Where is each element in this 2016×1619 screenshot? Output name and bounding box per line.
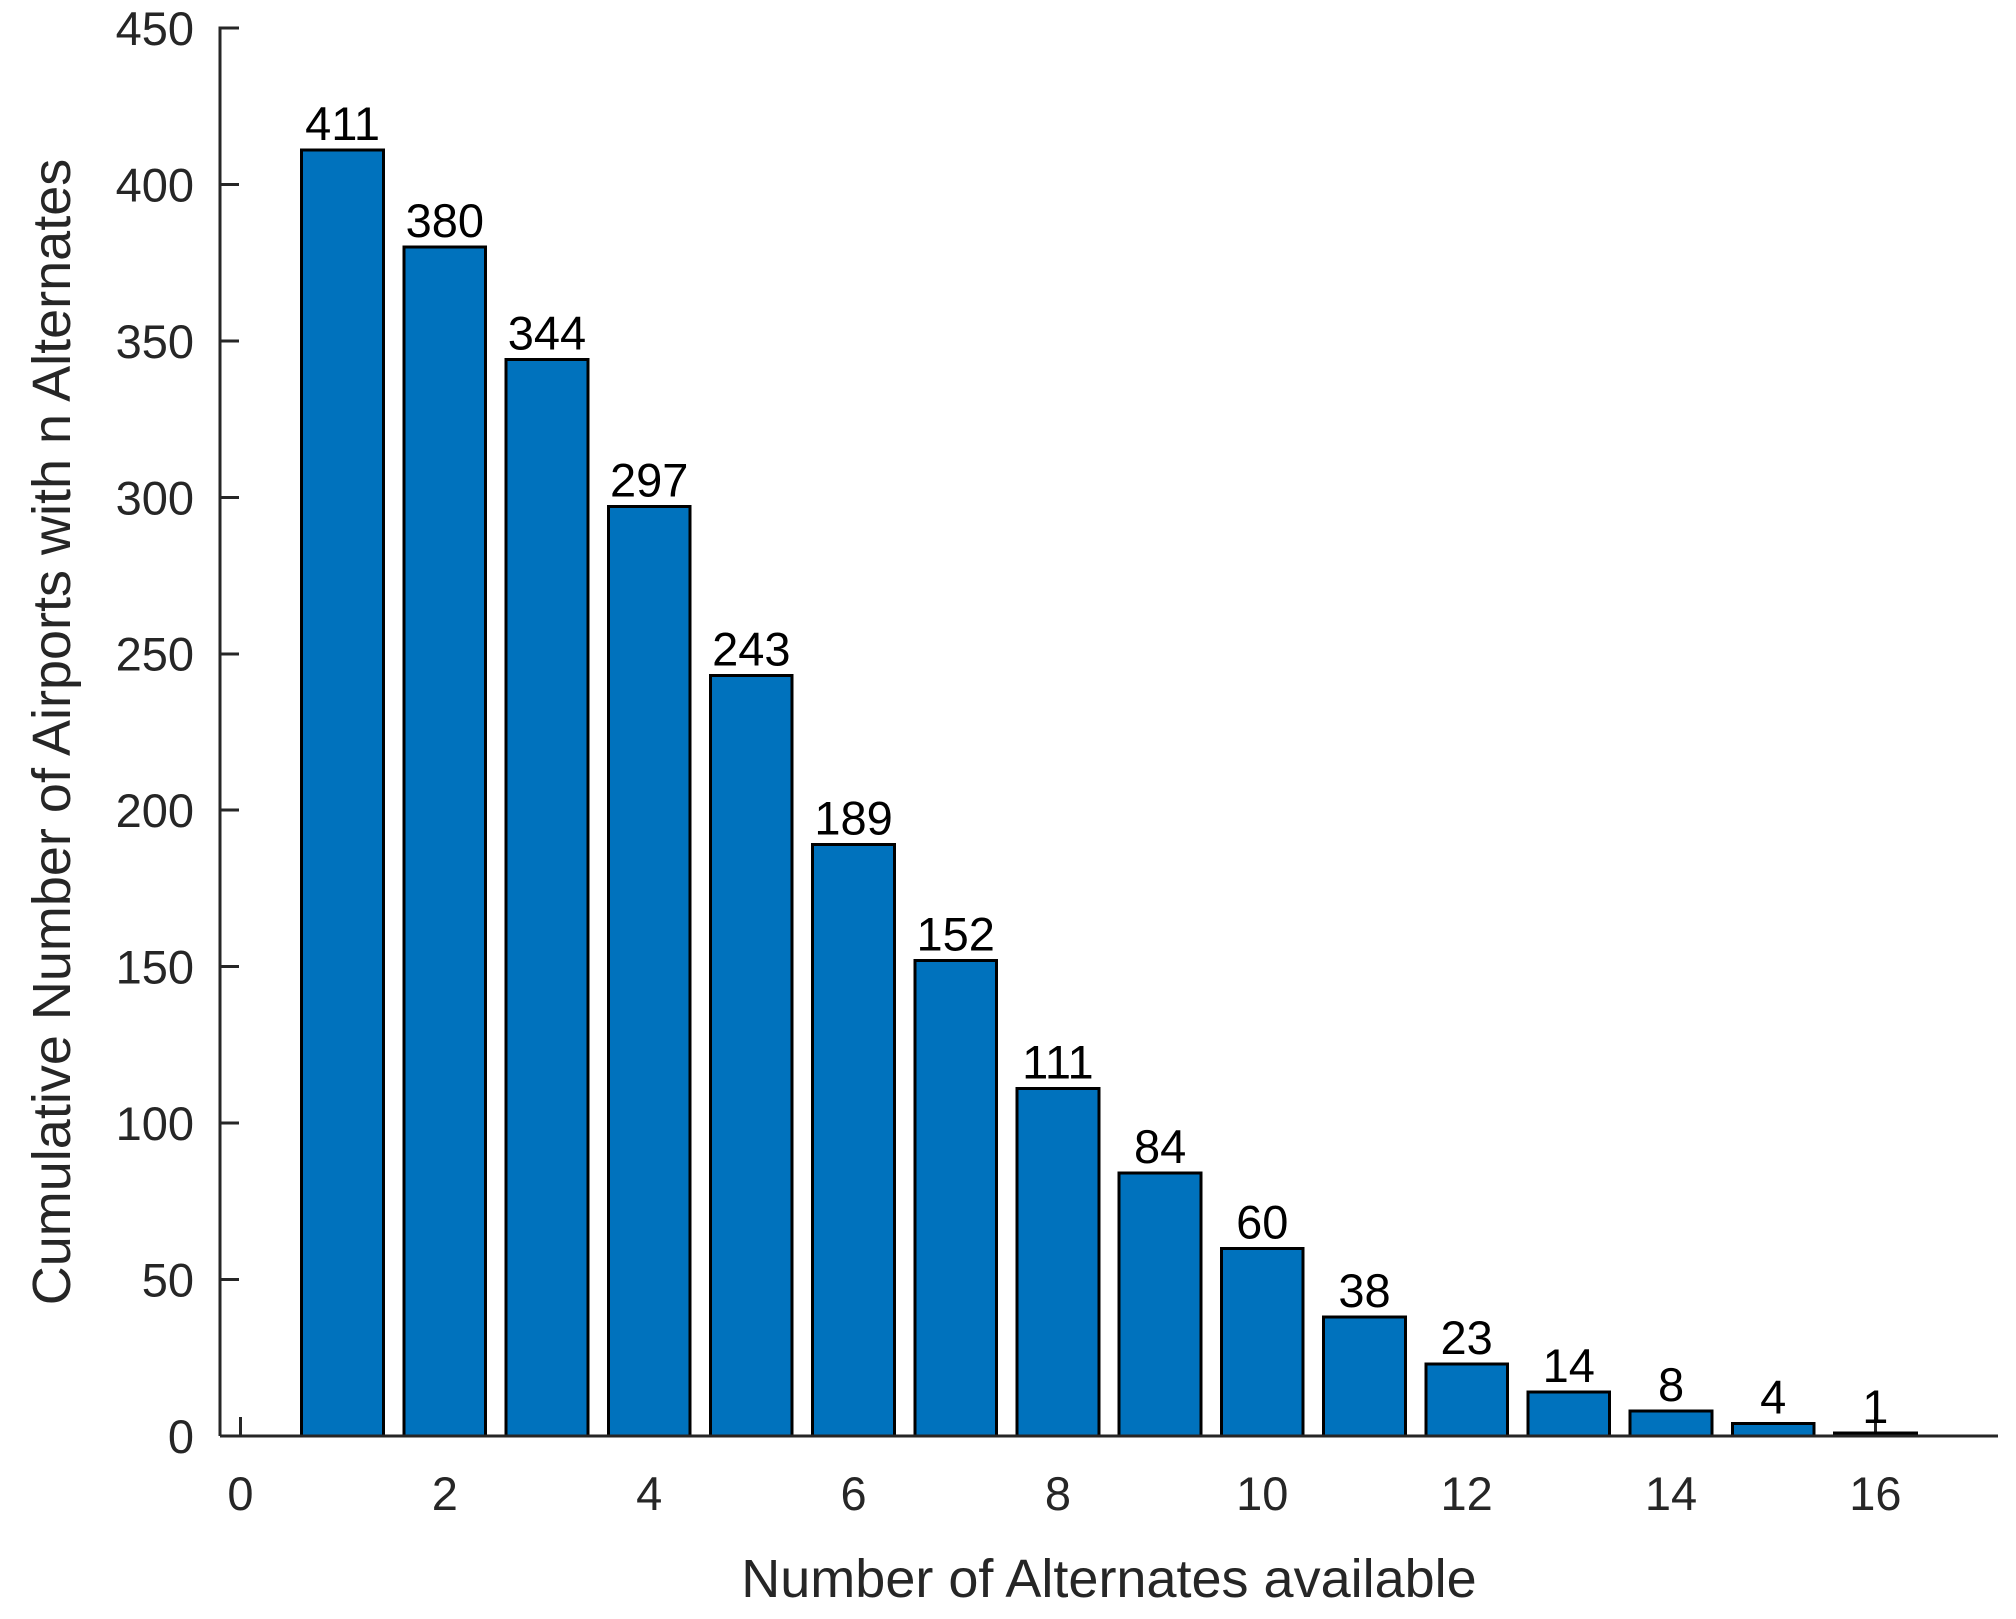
bar [1322,1315,1407,1438]
y-tick-label: 400 [116,158,194,211]
bar-value-label: 1 [1862,1380,1888,1433]
x-tick-label: 2 [432,1467,458,1520]
x-tick-label: 10 [1236,1467,1288,1520]
bar [811,843,896,1438]
bar-value-label: 380 [406,194,484,247]
y-tick-label: 350 [116,315,194,368]
bar [606,505,692,1438]
bar-value-label: 4 [1760,1370,1786,1423]
x-tick-label: 16 [1849,1467,1901,1520]
y-tick-label: 150 [116,941,194,994]
bar-value-label: 243 [712,623,790,676]
bar-value-label: 189 [814,792,892,845]
bar-value-label: 152 [917,907,995,960]
bar-value-label: 60 [1236,1195,1288,1248]
bar [1628,1409,1714,1438]
x-tick-label: 14 [1645,1467,1697,1520]
bar [402,245,488,1438]
bar [1015,1087,1101,1438]
bar-value-label: 8 [1658,1358,1684,1411]
x-tick-label: 6 [840,1467,866,1520]
bar-value-label: 111 [1022,1036,1093,1089]
bar [504,358,590,1438]
bar [1730,1421,1816,1438]
bar [1117,1171,1203,1438]
y-tick-label: 50 [142,1253,194,1306]
x-tick-label: 4 [636,1467,662,1520]
y-tick-label: 250 [116,628,194,681]
bar [1219,1246,1305,1438]
y-tick-label: 450 [116,2,194,55]
x-tick-label: 12 [1441,1467,1493,1520]
y-tick-label: 100 [116,1097,194,1150]
y-tick-label: 0 [168,1410,194,1463]
bar [913,958,999,1438]
bar-value-label: 411 [305,97,380,150]
bar [1526,1390,1612,1438]
bar-value-label: 297 [610,454,688,507]
bar-value-label: 14 [1543,1339,1595,1392]
bar-value-label: 38 [1338,1264,1390,1317]
x-tick-label: 0 [227,1467,253,1520]
bar-value-label: 23 [1441,1311,1493,1364]
bar [1424,1362,1510,1438]
bar [300,148,385,1438]
x-tick-label: 8 [1045,1467,1071,1520]
y-tick-label: 300 [116,471,194,524]
bar [708,674,794,1438]
bar-value-label: 84 [1134,1120,1186,1173]
bar-value-label: 344 [508,307,586,360]
x-axis-title: Number of Alternates available [741,1549,1476,1609]
y-axis-ticks: 0 50 100 150 200 250 300 350 400 450 [116,2,239,1463]
y-tick-label: 200 [116,784,194,837]
y-axis-title: Cumulative Number of Airports with n Alt… [22,159,82,1306]
